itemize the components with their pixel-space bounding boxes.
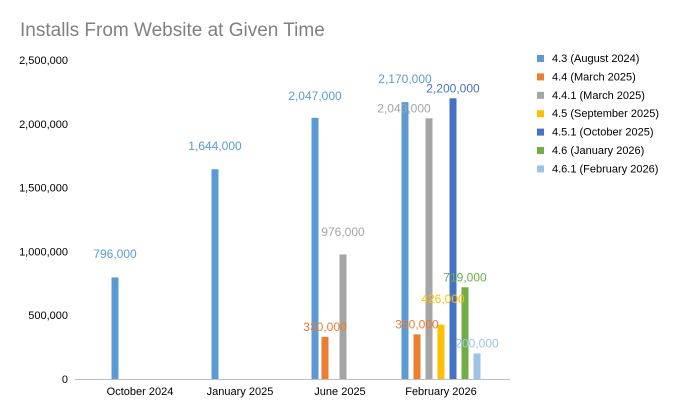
data-label: 976,000 bbox=[321, 225, 365, 239]
bar bbox=[425, 118, 433, 379]
chart-title: Installs From Website at Given Time bbox=[20, 20, 325, 41]
legend-entry: 4.5 (September 2025) bbox=[552, 108, 659, 120]
x-tick-label: February 2026 bbox=[405, 386, 477, 398]
y-tick-label: 500,000 bbox=[28, 310, 68, 322]
x-tick-label: January 2025 bbox=[207, 386, 274, 398]
legend-swatch bbox=[537, 73, 544, 81]
bar bbox=[111, 277, 119, 379]
data-label: 2,170,000 bbox=[378, 72, 432, 86]
legend-entry: 4.6.1 (February 2026) bbox=[552, 163, 658, 175]
bar bbox=[321, 336, 329, 379]
bar bbox=[461, 287, 469, 379]
data-label: 330,000 bbox=[303, 320, 347, 334]
legend-swatch bbox=[537, 110, 544, 118]
data-label: 796,000 bbox=[93, 247, 137, 261]
data-label: 719,000 bbox=[443, 270, 487, 284]
data-label: 2,047,000 bbox=[288, 89, 342, 103]
bars bbox=[111, 98, 481, 380]
data-label: 350,000 bbox=[395, 317, 439, 331]
legend-entry: 4.4.1 (March 2025) bbox=[552, 90, 645, 102]
bar bbox=[449, 98, 457, 379]
y-tick-label: 1,000,000 bbox=[19, 246, 68, 258]
legend-swatch bbox=[537, 128, 544, 136]
legend-swatch bbox=[537, 165, 544, 173]
bar bbox=[339, 254, 347, 379]
bar bbox=[311, 117, 319, 380]
data-label: 1,644,000 bbox=[188, 139, 242, 153]
data-label: 2,043,000 bbox=[377, 101, 431, 115]
legend-swatch bbox=[537, 91, 544, 99]
legend: 4.3 (August 2024) 4.4 (March 2025) 4.4.1 (… bbox=[537, 53, 659, 175]
data-label: 426,000 bbox=[421, 292, 465, 306]
bar bbox=[413, 334, 421, 379]
bar bbox=[437, 324, 445, 379]
legend-swatch bbox=[537, 147, 544, 154]
y-tick-label: 2,000,000 bbox=[19, 119, 68, 131]
axes: 0 500,000 1,000,000 1,500,000 2,000,000 2,500… bbox=[19, 55, 510, 398]
y-tick-label: 1,500,000 bbox=[19, 183, 68, 195]
bar bbox=[211, 169, 219, 379]
data-labels: 796,000 1,644,000 2,047,000 2,170,000 330,00… bbox=[93, 72, 499, 350]
x-tick-label: October 2024 bbox=[107, 386, 174, 398]
legend-swatch bbox=[537, 55, 544, 62]
legend-entry: 4.3 (August 2024) bbox=[552, 53, 639, 65]
legend-entry: 4.5.1 (October 2025) bbox=[552, 127, 654, 139]
legend-entry: 4.6 (January 2026) bbox=[552, 145, 644, 157]
legend-entry: 4.4 (March 2025) bbox=[552, 71, 636, 83]
data-label: 2,200,000 bbox=[426, 81, 480, 95]
y-tick-label: 2,500,000 bbox=[19, 55, 68, 67]
bar bbox=[401, 102, 409, 379]
bar bbox=[473, 353, 481, 379]
x-tick-label: June 2025 bbox=[314, 386, 365, 398]
y-tick-label: 0 bbox=[62, 374, 68, 386]
data-label: 200,000 bbox=[455, 336, 499, 350]
